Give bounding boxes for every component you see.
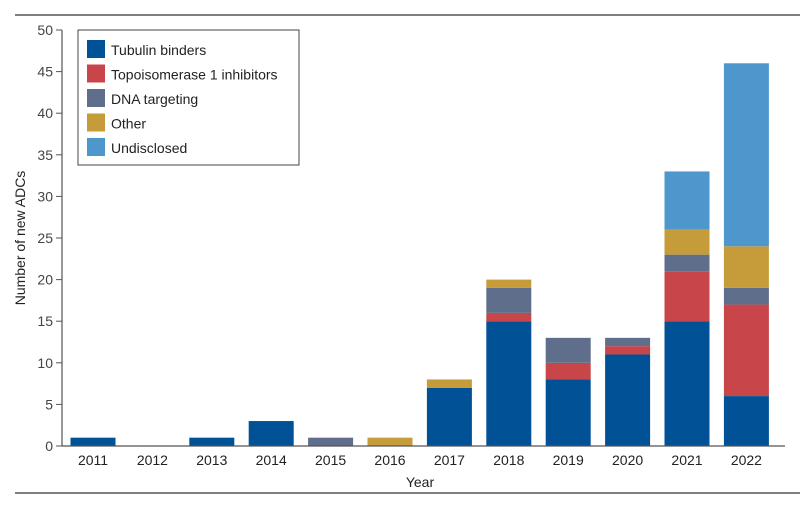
bar-segment-dna-targeting-2018 — [486, 287, 532, 313]
x-tick-label: 2021 — [671, 452, 702, 468]
x-tick-label: 2016 — [374, 452, 405, 468]
legend-label: Other — [111, 116, 146, 132]
bar-segment-other-2018 — [486, 279, 532, 288]
x-tick-label: 2011 — [78, 452, 108, 468]
y-axis: 0 5 10 15 20 25 30 35 40 45 50 — [37, 22, 63, 454]
legend-swatch — [87, 64, 105, 83]
y-tick-label: 30 — [37, 188, 53, 204]
y-axis-label: Number of new ADCs — [12, 171, 28, 306]
bars-group — [70, 63, 769, 446]
bar-segment-dna-targeting-2019 — [545, 337, 591, 363]
bar-segment-tubulin-binders-2014 — [248, 421, 294, 446]
y-tick-label: 25 — [37, 230, 53, 246]
x-tick-label: 2017 — [434, 452, 465, 468]
bar-segment-topoisomerase-1-inhibitors-2019 — [545, 362, 591, 380]
x-tick-label: 2022 — [731, 452, 762, 468]
bar-segment-undisclosed-2021 — [664, 171, 710, 230]
x-tick-label: 2012 — [137, 452, 168, 468]
legend-label: Topoisomerase 1 inhibitors — [111, 67, 278, 83]
bar-segment-other-2021 — [664, 229, 710, 255]
bar-segment-tubulin-binders-2019 — [545, 379, 591, 446]
bar-segment-tubulin-binders-2022 — [723, 396, 769, 446]
y-tick-label: 35 — [37, 147, 53, 163]
legend-label: Undisclosed — [111, 140, 187, 156]
x-tick-label: 2015 — [315, 452, 346, 468]
y-tick-label: 5 — [45, 396, 53, 412]
legend-swatch — [87, 138, 105, 156]
bar-segment-tubulin-binders-2021 — [664, 321, 710, 446]
x-tick-label: 2013 — [196, 452, 227, 468]
bar-segment-topoisomerase-1-inhibitors-2021 — [664, 271, 710, 322]
y-tick-label: 15 — [37, 313, 53, 329]
legend-label: DNA targeting — [111, 91, 198, 107]
x-tick-label: 2014 — [256, 452, 287, 468]
bar-segment-tubulin-binders-2018 — [486, 321, 532, 446]
x-tick-label: 2019 — [553, 452, 584, 468]
bar-segment-topoisomerase-1-inhibitors-2020 — [605, 346, 651, 355]
y-tick-label: 0 — [45, 438, 53, 454]
bar-segment-other-2017 — [426, 379, 472, 388]
legend-swatch — [87, 40, 105, 58]
x-tick-label: 2018 — [493, 452, 524, 468]
y-tick-label: 50 — [37, 22, 53, 38]
legend: Tubulin binders Topoisomerase 1 inhibitor… — [77, 29, 300, 166]
bar-segment-dna-targeting-2022 — [723, 287, 769, 305]
x-axis: 2011 2012 2013 2014 2015 2016 2017 2018 2019 2020… — [62, 445, 785, 468]
bar-segment-tubulin-binders-2013 — [189, 437, 235, 446]
legend-label: Tubulin binders — [111, 42, 206, 58]
bar-segment-tubulin-binders-2011 — [70, 437, 116, 446]
y-tick-label: 10 — [37, 355, 53, 371]
bar-segment-tubulin-binders-2017 — [426, 387, 472, 446]
bar-segment-other-2016 — [367, 437, 413, 446]
bar-segment-dna-targeting-2021 — [664, 254, 710, 272]
y-tick-label: 40 — [37, 105, 53, 121]
bar-segment-topoisomerase-1-inhibitors-2018 — [486, 312, 532, 322]
x-axis-label: Year — [406, 474, 435, 490]
x-tick-label: 2020 — [612, 452, 643, 468]
y-tick-label: 45 — [37, 64, 53, 80]
bar-segment-dna-targeting-2015 — [308, 437, 354, 446]
bar-segment-tubulin-binders-2020 — [605, 354, 651, 446]
legend-box — [77, 29, 300, 166]
bar-segment-topoisomerase-1-inhibitors-2022 — [723, 304, 769, 397]
bar-segment-other-2022 — [723, 246, 769, 288]
bar-segment-dna-targeting-2020 — [605, 337, 651, 347]
legend-swatch — [87, 113, 105, 132]
y-tick-label: 20 — [37, 272, 53, 288]
legend-swatch — [87, 89, 105, 107]
bar-segment-undisclosed-2022 — [723, 63, 769, 247]
